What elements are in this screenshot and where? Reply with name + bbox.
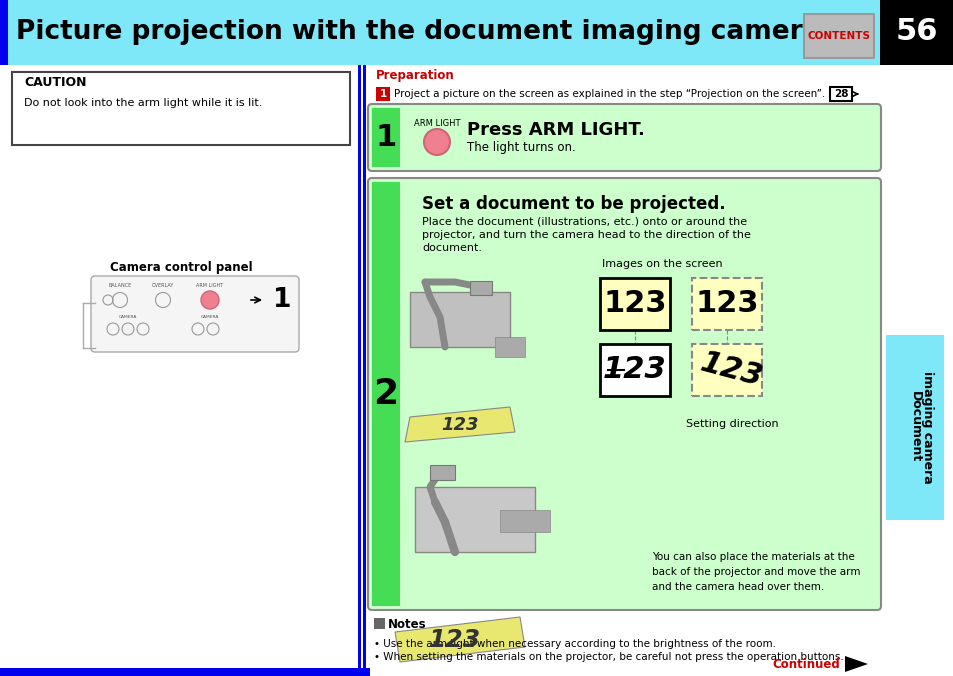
- Text: Images on the screen: Images on the screen: [601, 259, 721, 269]
- Bar: [0, 0, 8, 65]
- Polygon shape: [844, 656, 867, 672]
- Bar: [374, 618, 385, 629]
- FancyBboxPatch shape: [368, 178, 880, 610]
- Text: 28: 28: [833, 89, 847, 99]
- Text: BALANCE: BALANCE: [109, 283, 132, 288]
- Circle shape: [201, 291, 219, 309]
- Bar: [879, 65, 953, 676]
- Text: CONTENTS: CONTENTS: [806, 31, 869, 41]
- Bar: [372, 182, 399, 606]
- Bar: [0, 0, 953, 65]
- Text: document.: document.: [421, 243, 481, 253]
- Text: 123: 123: [602, 289, 666, 318]
- Text: The light turns on.: The light turns on.: [467, 141, 576, 155]
- Text: Document: Document: [907, 391, 921, 462]
- Polygon shape: [405, 407, 515, 442]
- Text: CAMERA: CAMERA: [200, 315, 219, 319]
- Polygon shape: [395, 617, 524, 662]
- Bar: [0, 668, 370, 676]
- Text: Continued: Continued: [771, 658, 840, 671]
- Text: 2: 2: [373, 377, 398, 411]
- Text: 1: 1: [379, 89, 386, 99]
- Bar: [372, 108, 399, 167]
- Text: back of the projector and move the arm: back of the projector and move the arm: [651, 567, 860, 577]
- Bar: [599, 278, 669, 330]
- Bar: [430, 465, 455, 480]
- Bar: [829, 87, 851, 101]
- Bar: [691, 278, 761, 330]
- Text: CAUTION: CAUTION: [24, 76, 87, 89]
- Text: 1: 1: [375, 122, 396, 151]
- Bar: [495, 337, 524, 357]
- Bar: [372, 616, 931, 664]
- Text: Setting direction: Setting direction: [685, 419, 778, 429]
- FancyBboxPatch shape: [368, 104, 880, 171]
- Text: Notes: Notes: [388, 617, 426, 631]
- Text: 56: 56: [895, 18, 937, 47]
- Bar: [410, 292, 510, 347]
- Text: Preparation: Preparation: [375, 70, 455, 82]
- FancyBboxPatch shape: [91, 276, 298, 352]
- Text: projector, and turn the camera head to the direction of the: projector, and turn the camera head to t…: [421, 230, 750, 240]
- Text: Press ARM LIGHT.: Press ARM LIGHT.: [467, 121, 644, 139]
- Text: imaging camera: imaging camera: [921, 370, 934, 483]
- Text: 123: 123: [697, 347, 766, 392]
- Text: • When setting the materials on the projector, be careful not press the operatio: • When setting the materials on the proj…: [374, 652, 842, 662]
- Bar: [470, 281, 492, 295]
- Text: 123: 123: [429, 628, 480, 652]
- Text: Set a document to be projected.: Set a document to be projected.: [421, 195, 725, 213]
- Text: Camera control panel: Camera control panel: [110, 262, 253, 274]
- Text: You can also place the materials at the: You can also place the materials at the: [651, 552, 854, 562]
- Text: 1: 1: [273, 287, 292, 313]
- Bar: [357, 65, 360, 676]
- Text: and the camera head over them.: and the camera head over them.: [651, 582, 823, 592]
- Bar: [879, 0, 953, 65]
- Bar: [599, 344, 669, 396]
- Circle shape: [423, 129, 450, 155]
- Text: • Use the arm light when necessary according to the brightness of the room.: • Use the arm light when necessary accor…: [374, 639, 775, 649]
- Text: Picture projection with the document imaging camera: Picture projection with the document ima…: [16, 19, 820, 45]
- Text: ARM LIGHT: ARM LIGHT: [196, 283, 223, 288]
- Bar: [691, 344, 761, 396]
- Bar: [375, 87, 390, 101]
- Bar: [499, 510, 550, 532]
- Bar: [415, 487, 535, 552]
- Text: CAMERA: CAMERA: [119, 315, 137, 319]
- Text: 123: 123: [602, 356, 666, 385]
- Bar: [363, 65, 366, 676]
- Text: Place the document (illustrations, etc.) onto or around the: Place the document (illustrations, etc.)…: [421, 217, 746, 227]
- Text: OVERLAY: OVERLAY: [152, 283, 174, 288]
- FancyBboxPatch shape: [803, 14, 873, 58]
- Bar: [12, 72, 350, 145]
- Bar: [885, 335, 943, 520]
- Text: 123: 123: [695, 289, 758, 318]
- Text: Do not look into the arm light while it is lit.: Do not look into the arm light while it …: [24, 98, 262, 108]
- Text: Project a picture on the screen as explained in the step “Projection on the scre: Project a picture on the screen as expla…: [394, 89, 824, 99]
- Text: 123: 123: [441, 416, 478, 434]
- Text: ARM LIGHT: ARM LIGHT: [414, 120, 459, 128]
